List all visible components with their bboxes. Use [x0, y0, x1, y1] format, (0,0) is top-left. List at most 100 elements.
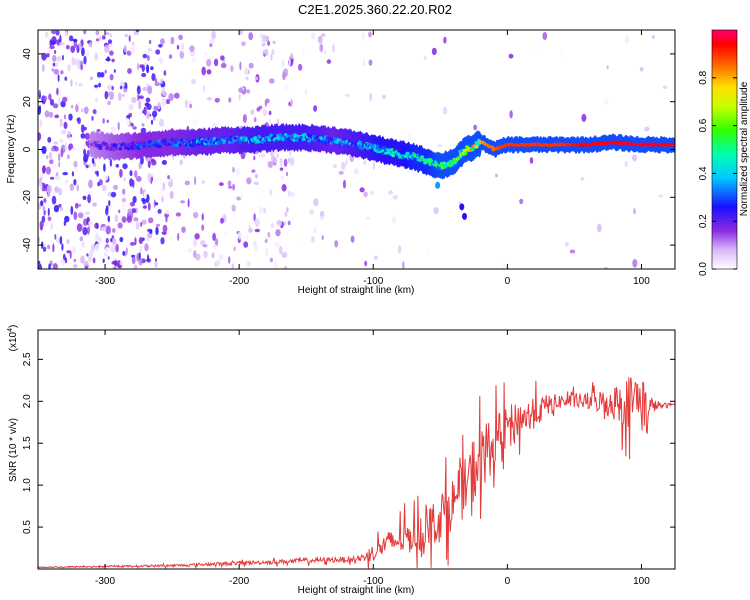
noise-point — [38, 263, 42, 269]
noise-point — [67, 154, 70, 160]
noise-point — [142, 205, 147, 209]
noise-point — [107, 100, 111, 106]
noise-point — [580, 177, 585, 181]
noise-point — [62, 96, 68, 103]
noise-point — [209, 43, 213, 48]
noise-point — [232, 183, 236, 191]
noise-point — [112, 228, 116, 233]
noise-point — [297, 63, 303, 71]
noise-point — [214, 58, 219, 67]
noise-point — [43, 243, 47, 247]
noise-point — [651, 35, 655, 39]
noise-point — [165, 213, 168, 223]
noise-point — [85, 140, 88, 146]
noise-point — [146, 64, 150, 74]
noise-point — [48, 263, 51, 269]
signal-point — [397, 149, 401, 153]
noise-point — [276, 220, 283, 227]
noise-point — [427, 248, 430, 254]
noise-point — [140, 156, 144, 165]
noise-point — [83, 148, 86, 156]
noise-point — [38, 260, 41, 265]
noise-point — [77, 83, 84, 87]
noise-point — [62, 172, 68, 176]
noise-point — [158, 118, 165, 128]
noise-point — [104, 247, 111, 255]
noise-point — [153, 105, 159, 111]
noise-point — [123, 177, 126, 182]
noise-point — [103, 163, 106, 172]
noise-point — [632, 259, 638, 268]
signal-point — [453, 161, 457, 165]
noise-point — [136, 176, 142, 182]
noise-point — [248, 32, 254, 41]
noise-point — [227, 180, 232, 187]
noise-point — [163, 70, 167, 76]
noise-point — [313, 198, 319, 207]
noise-point — [59, 138, 64, 143]
noise-point — [47, 207, 50, 217]
signal-point — [208, 137, 213, 141]
noise-point — [40, 200, 44, 207]
noise-point — [624, 160, 629, 168]
noise-point — [105, 238, 109, 244]
y-tick-label: 2.0 — [22, 394, 33, 408]
noise-point — [203, 250, 208, 258]
signal-point — [230, 140, 234, 145]
noise-point — [145, 233, 148, 242]
spectrogram-marks — [38, 30, 675, 269]
noise-point — [519, 198, 524, 205]
noise-point — [342, 179, 347, 189]
noise-point — [42, 246, 47, 252]
noise-point — [94, 52, 99, 61]
noise-point — [401, 261, 405, 269]
noise-point — [58, 161, 61, 168]
noise-point — [423, 55, 427, 60]
noise-point — [139, 245, 142, 254]
noise-point — [73, 211, 78, 221]
noise-point — [321, 50, 328, 55]
snr-frame — [37, 329, 676, 570]
noise-point — [102, 258, 105, 264]
noise-point — [271, 156, 275, 163]
signal-point — [293, 133, 298, 137]
noise-point — [289, 157, 295, 166]
noise-point — [220, 217, 224, 224]
noise-point — [79, 236, 84, 242]
spectrogram-xlabel: Height of straight line (km) — [298, 285, 415, 296]
noise-point — [241, 41, 246, 46]
noise-point — [290, 191, 295, 198]
noise-point — [41, 64, 45, 72]
noise-point — [233, 246, 237, 252]
noise-point — [244, 234, 249, 240]
noise-point — [212, 123, 218, 128]
noise-point — [165, 209, 170, 215]
noise-point — [88, 41, 93, 48]
noise-point — [274, 241, 280, 248]
colorbar-tick-label: 0.4 — [698, 166, 709, 180]
noise-point — [60, 148, 64, 158]
noise-point — [98, 82, 101, 88]
signal-point — [122, 142, 126, 146]
noise-point — [157, 176, 162, 182]
noise-point — [239, 193, 243, 199]
noise-point — [279, 157, 283, 167]
noise-point — [64, 142, 68, 152]
noise-point — [169, 178, 173, 183]
noise-point — [376, 66, 381, 70]
noise-point — [53, 204, 60, 213]
noise-point — [270, 223, 275, 229]
noise-point — [130, 46, 136, 54]
noise-point — [431, 47, 437, 56]
noise-point — [124, 33, 128, 38]
noise-speckle — [38, 30, 668, 269]
noise-point — [54, 49, 57, 55]
noise-point — [84, 132, 90, 140]
noise-point — [146, 103, 152, 111]
noise-point — [382, 94, 386, 100]
noise-point — [65, 180, 68, 184]
noise-point — [122, 163, 128, 170]
noise-point — [158, 44, 163, 48]
noise-point — [42, 205, 46, 212]
noise-point — [631, 154, 638, 162]
